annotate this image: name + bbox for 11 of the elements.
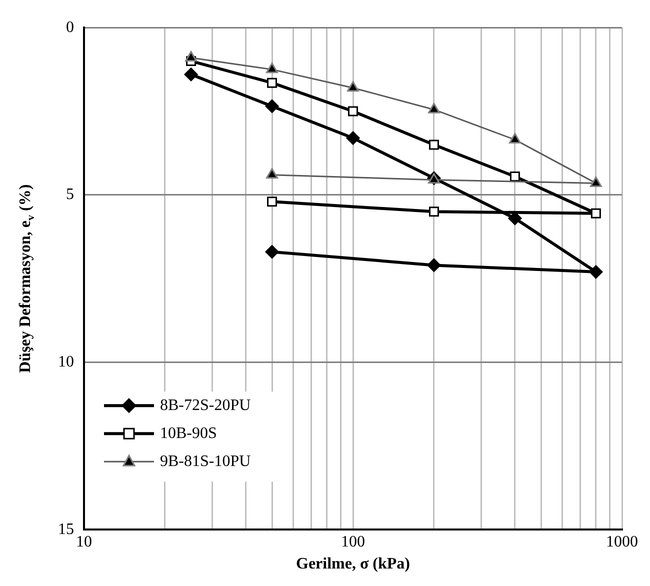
x-tick-label: 1000 [606,533,638,550]
y-tick-label: 15 [58,520,74,538]
legend-label: 8B-72S-20PU [160,396,252,414]
legend-label: 10B-90S [160,424,217,442]
y-tick-label: 0 [66,18,74,36]
y-axis-title: Düşey Deformasyon, ev (%) [17,184,37,373]
y-tick-label: 5 [66,186,74,204]
x-tick-label: 100 [341,533,365,550]
legend-label: 9B-81S-10PU [160,452,252,470]
y-tick-label: 10 [58,353,74,370]
x-axis-title: Gerilme, σ (kPa) [296,556,410,573]
